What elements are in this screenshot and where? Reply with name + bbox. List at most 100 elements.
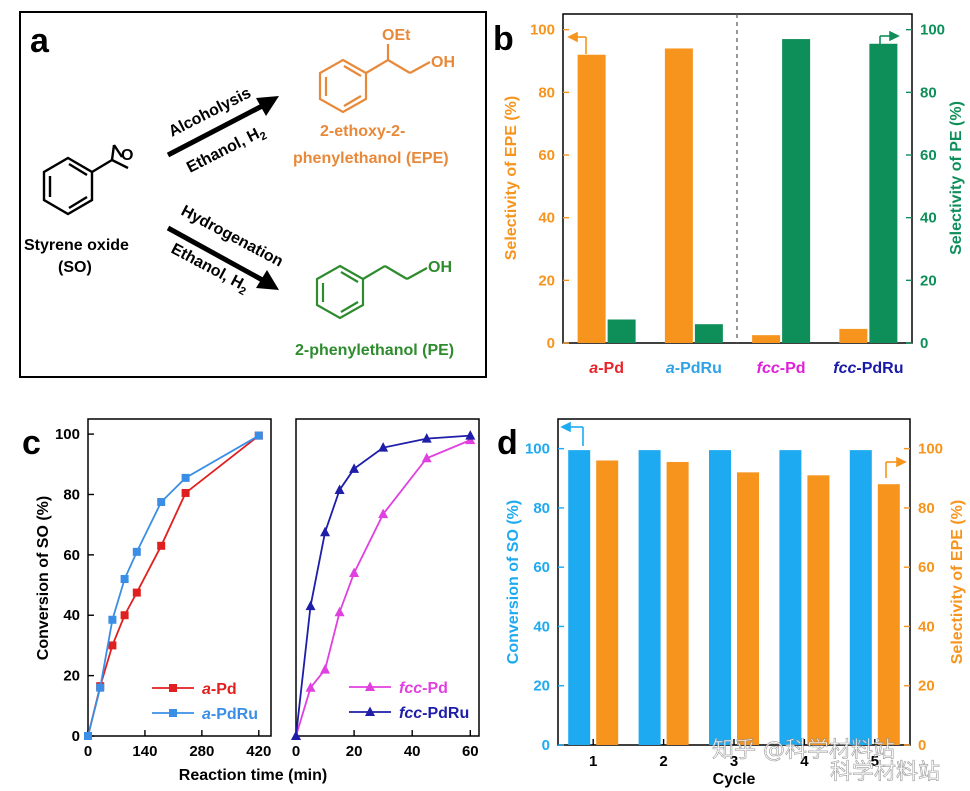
c-left-point-1-0 bbox=[84, 732, 92, 740]
cycle-tick-label-0: 1 bbox=[589, 753, 597, 770]
c-right-series-line-1 bbox=[295, 434, 471, 737]
d-left-tick-label-0: 0 bbox=[542, 737, 550, 754]
bar-epe-0 bbox=[577, 54, 606, 343]
epoxide-oxygen: O bbox=[121, 147, 133, 164]
cycle-bar-0-2 bbox=[709, 450, 731, 745]
panel-b-axes: a-Pd a-PdRu fcc-Pd fcc-PdRu 0 0 20 20 40 40 60 60 80… bbox=[530, 22, 945, 377]
panel-c-right-plot: 0 20 40 60 fcc-Pd fcc-PdRu bbox=[291, 430, 479, 760]
c-right-point-1-1 bbox=[305, 600, 316, 611]
bar-epe-1 bbox=[664, 48, 693, 343]
c-right-point-1-6 bbox=[421, 433, 432, 443]
c-left-point-0-3 bbox=[120, 611, 129, 620]
panel-d-xlabel: Cycle bbox=[713, 771, 756, 788]
pe-axis-indicator-icon bbox=[879, 30, 900, 46]
pe-structure bbox=[315, 264, 428, 320]
d-left-tick-label-4: 80 bbox=[533, 500, 550, 517]
d-right-tick-label-5: 100 bbox=[918, 441, 943, 458]
left-tick-label-2: 40 bbox=[538, 210, 555, 227]
bar-pe-2 bbox=[782, 39, 811, 344]
cycle-bar-1-1 bbox=[666, 461, 689, 745]
epe-name-line2: phenylethanol (EPE) bbox=[293, 150, 449, 167]
c-right-legend-label-1: fcc-PdRu bbox=[399, 705, 469, 722]
d-right-tick-label-2: 40 bbox=[918, 618, 935, 635]
c-right-legend-label-0: fcc-Pd bbox=[399, 680, 448, 697]
c-left-xtick-label-2: 280 bbox=[189, 743, 214, 760]
cycle-bar-1-4 bbox=[877, 484, 900, 745]
category-label-2: fcc-Pd bbox=[757, 360, 806, 377]
panel-c-right-frame bbox=[295, 418, 480, 737]
c-left-point-1-6 bbox=[181, 473, 190, 482]
c-left-point-1-7 bbox=[254, 431, 263, 440]
epe-structure bbox=[318, 44, 431, 114]
c-right-xtick-label-0: 0 bbox=[292, 743, 300, 760]
c-left-point-0-2 bbox=[108, 641, 117, 650]
epe-axis-indicator-icon bbox=[567, 31, 587, 54]
c-right-point-0-4 bbox=[349, 567, 360, 577]
cycle-bar-1-0 bbox=[596, 460, 619, 745]
left-tick-label-1: 20 bbox=[538, 272, 555, 289]
c-left-point-1-5 bbox=[157, 498, 166, 507]
c-right-point-0-3 bbox=[334, 606, 345, 617]
d-left-tick-label-5: 100 bbox=[525, 441, 550, 458]
c-right-point-1-5 bbox=[378, 442, 389, 452]
panel-label-c: c bbox=[22, 424, 41, 462]
epe-oh-group: OH bbox=[431, 54, 455, 71]
c-left-ytick-label-0: 0 bbox=[72, 728, 80, 745]
panel-c-ylabel: Conversion of SO (%) bbox=[35, 496, 52, 660]
c-right-point-1-4 bbox=[349, 463, 360, 473]
cycle-tick-label-1: 2 bbox=[659, 753, 667, 770]
cycle-bar-0-0 bbox=[568, 450, 591, 745]
d-right-tick-label-3: 60 bbox=[918, 559, 935, 576]
c-left-point-0-5 bbox=[157, 541, 166, 550]
right-tick-label-0: 0 bbox=[920, 335, 928, 352]
panel-d-bars bbox=[568, 450, 900, 745]
pe-name: 2-phenylethanol (PE) bbox=[295, 342, 454, 359]
bar-pe-0 bbox=[607, 319, 636, 343]
right-tick-label-2: 40 bbox=[920, 210, 937, 227]
c-right-point-1-2 bbox=[320, 526, 331, 537]
category-label-0: a-Pd bbox=[589, 360, 624, 377]
c-left-xtick-label-0: 0 bbox=[84, 743, 92, 760]
bar-pe-1 bbox=[694, 324, 723, 343]
watermark-text-2: 科学材料站 bbox=[830, 760, 940, 785]
cycle-tick-label-4: 5 bbox=[871, 753, 879, 770]
d-right-tick-label-4: 80 bbox=[918, 500, 935, 517]
d-left-tick-label-3: 60 bbox=[533, 559, 550, 576]
panel-b-right-ylabel: Selectivity of PE (%) bbox=[948, 101, 965, 255]
d-right-tick-label-1: 20 bbox=[918, 678, 935, 695]
epe-name-line1: 2-ethoxy-2- bbox=[320, 123, 405, 140]
reactant-name: Styrene oxide bbox=[24, 237, 129, 254]
c-left-ytick-label-5: 100 bbox=[55, 426, 80, 443]
panel-c-left-plot: 0 140 280 420 0 20 40 60 80 100 a-Pd a-PdRu bbox=[55, 426, 271, 760]
panel-b-left-ylabel: Selectivity of EPE (%) bbox=[503, 96, 520, 261]
panel-a-frame bbox=[19, 11, 487, 378]
cycle-bar-1-2 bbox=[737, 472, 759, 745]
left-tick-label-0: 0 bbox=[547, 335, 555, 352]
cycle-bar-0-3 bbox=[779, 450, 802, 745]
epe-oet-group: OEt bbox=[382, 27, 411, 44]
c-right-point-0-1 bbox=[305, 682, 316, 692]
c-right-legend-marker-1 bbox=[365, 706, 375, 716]
c-left-xtick-label-1: 140 bbox=[132, 743, 157, 760]
c-left-ytick-label-4: 80 bbox=[63, 486, 80, 503]
c-left-legend-marker-1 bbox=[169, 709, 177, 717]
left-tick-label-4: 80 bbox=[538, 84, 555, 101]
hydrogenation-arrow: Hydrogenation Ethanol, H2 bbox=[166, 203, 286, 298]
right-tick-label-4: 80 bbox=[920, 84, 937, 101]
c-right-point-1-7 bbox=[465, 430, 476, 440]
category-label-3: fcc-PdRu bbox=[833, 360, 903, 377]
c-left-legend-label-1: a-PdRu bbox=[202, 706, 258, 723]
bar-pe-3 bbox=[869, 43, 898, 344]
panel-d-axes: 1 2 3 4 5 0 0 20 20 40 40 60 60 80 80 100 100 bbox=[525, 441, 943, 770]
d-right-tick-label-0: 0 bbox=[918, 737, 926, 754]
alcoholysis-arrow: Alcoholysis Ethanol, H2 bbox=[166, 85, 279, 177]
c-right-point-1-0 bbox=[291, 730, 301, 740]
c-left-ytick-label-2: 40 bbox=[63, 607, 80, 624]
c-right-point-0-2 bbox=[320, 664, 331, 674]
panel-a-scheme: a O Styrene oxide (SO) Alcoholysis Ethan… bbox=[19, 11, 487, 378]
c-left-legend-label-0: a-Pd bbox=[202, 681, 237, 698]
c-left-ytick-label-1: 20 bbox=[63, 668, 80, 685]
bar-epe-2 bbox=[752, 335, 781, 343]
c-left-legend-marker-0 bbox=[169, 684, 177, 692]
